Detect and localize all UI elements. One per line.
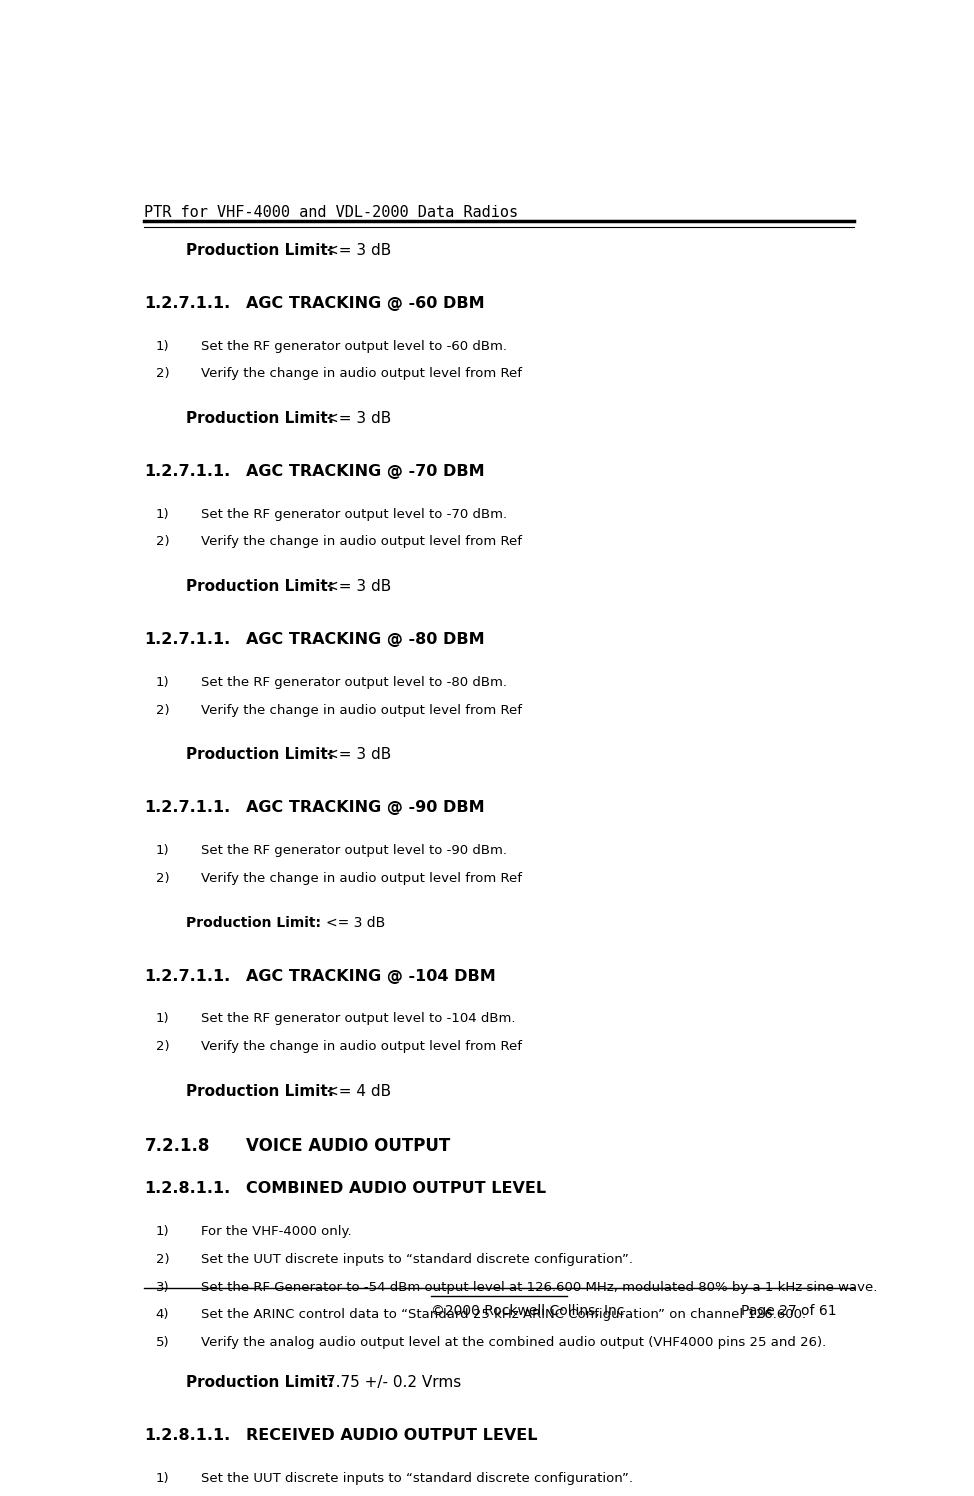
Text: Set the RF generator output level to -104 dBm.: Set the RF generator output level to -10… <box>201 1013 515 1025</box>
Text: Page 27 of 61: Page 27 of 61 <box>740 1305 837 1318</box>
Text: 7.75 +/- 0.2 Vrms: 7.75 +/- 0.2 Vrms <box>325 1375 461 1390</box>
Text: 4): 4) <box>156 1308 169 1321</box>
Text: 2): 2) <box>156 368 169 380</box>
Text: 1.2.7.1.1.: 1.2.7.1.1. <box>144 633 231 648</box>
Text: AGC TRACKING @ -70 DBM: AGC TRACKING @ -70 DBM <box>246 464 485 479</box>
Text: Production Limit:: Production Limit: <box>186 1375 334 1390</box>
Text: 1): 1) <box>156 340 169 353</box>
Text: <= 3 dB: <= 3 dB <box>325 748 391 763</box>
Text: ©2000 Rockwell Collins, Inc: ©2000 Rockwell Collins, Inc <box>431 1305 624 1318</box>
Text: 1.2.8.1.1.: 1.2.8.1.1. <box>144 1182 231 1197</box>
Text: <= 3 dB: <= 3 dB <box>325 242 391 257</box>
Text: AGC TRACKING @ -80 DBM: AGC TRACKING @ -80 DBM <box>246 633 485 648</box>
Text: Verify the change in audio output level from Ref: Verify the change in audio output level … <box>201 368 522 380</box>
Text: 1): 1) <box>156 1472 169 1484</box>
Text: 2): 2) <box>156 1252 169 1266</box>
Text: Production Limit:: Production Limit: <box>186 748 334 763</box>
Text: 1): 1) <box>156 1225 169 1239</box>
Text: Production Limit:: Production Limit: <box>186 242 334 257</box>
Text: 2): 2) <box>156 536 169 549</box>
Text: 1): 1) <box>156 844 169 857</box>
Text: For the VHF-4000 only.: For the VHF-4000 only. <box>201 1225 352 1239</box>
Text: Set the RF generator output level to -70 dBm.: Set the RF generator output level to -70… <box>201 507 507 521</box>
Text: <= 3 dB: <= 3 dB <box>325 411 391 426</box>
Text: 1.2.8.1.1.: 1.2.8.1.1. <box>144 1429 231 1444</box>
Text: Verify the change in audio output level from Ref: Verify the change in audio output level … <box>201 872 522 884</box>
Text: 5): 5) <box>156 1336 169 1349</box>
Text: AGC TRACKING @ -104 DBM: AGC TRACKING @ -104 DBM <box>246 968 496 983</box>
Text: COMBINED AUDIO OUTPUT LEVEL: COMBINED AUDIO OUTPUT LEVEL <box>246 1182 546 1197</box>
Text: 1): 1) <box>156 507 169 521</box>
Text: Set the RF generator output level to -80 dBm.: Set the RF generator output level to -80… <box>201 676 507 690</box>
Text: AGC TRACKING @ -60 DBM: AGC TRACKING @ -60 DBM <box>246 296 485 311</box>
Text: 3): 3) <box>156 1281 169 1294</box>
Text: <= 3 dB: <= 3 dB <box>325 916 385 929</box>
Text: PTR for VHF-4000 and VDL-2000 Data Radios: PTR for VHF-4000 and VDL-2000 Data Radio… <box>144 205 518 220</box>
Text: 1): 1) <box>156 1013 169 1025</box>
Text: 1.2.7.1.1.: 1.2.7.1.1. <box>144 464 231 479</box>
Text: <= 4 dB: <= 4 dB <box>325 1083 391 1098</box>
Text: 1.2.7.1.1.: 1.2.7.1.1. <box>144 296 231 311</box>
Text: Set the ARINC control data to “Standard 25 kHz ARINC Configuration” on channel 1: Set the ARINC control data to “Standard … <box>201 1308 806 1321</box>
Text: AGC TRACKING @ -90 DBM: AGC TRACKING @ -90 DBM <box>246 800 485 815</box>
Text: <= 3 dB: <= 3 dB <box>325 579 391 594</box>
Text: 1.2.7.1.1.: 1.2.7.1.1. <box>144 968 231 983</box>
Text: Production Limit:: Production Limit: <box>186 411 334 426</box>
Text: Set the RF Generator to -54 dBm output level at 126.600 MHz, modulated 80% by a : Set the RF Generator to -54 dBm output l… <box>201 1281 878 1294</box>
Text: RECEIVED AUDIO OUTPUT LEVEL: RECEIVED AUDIO OUTPUT LEVEL <box>246 1429 538 1444</box>
Text: Production Limit:: Production Limit: <box>186 579 334 594</box>
Text: 7.2.1.8: 7.2.1.8 <box>144 1137 209 1155</box>
Text: Verify the change in audio output level from Ref: Verify the change in audio output level … <box>201 703 522 717</box>
Text: Set the RF generator output level to -90 dBm.: Set the RF generator output level to -90… <box>201 844 507 857</box>
Text: Production Limit:: Production Limit: <box>186 916 320 929</box>
Text: 2): 2) <box>156 1040 169 1053</box>
Text: 2): 2) <box>156 703 169 717</box>
Text: 1): 1) <box>156 676 169 690</box>
Text: VOICE AUDIO OUTPUT: VOICE AUDIO OUTPUT <box>246 1137 451 1155</box>
Text: Set the UUT discrete inputs to “standard discrete configuration”.: Set the UUT discrete inputs to “standard… <box>201 1472 633 1484</box>
Text: Verify the change in audio output level from Ref: Verify the change in audio output level … <box>201 1040 522 1053</box>
Text: Set the UUT discrete inputs to “standard discrete configuration”.: Set the UUT discrete inputs to “standard… <box>201 1252 633 1266</box>
Text: Set the RF generator output level to -60 dBm.: Set the RF generator output level to -60… <box>201 340 507 353</box>
Text: Verify the analog audio output level at the combined audio output (VHF4000 pins : Verify the analog audio output level at … <box>201 1336 826 1349</box>
Text: 1.2.7.1.1.: 1.2.7.1.1. <box>144 800 231 815</box>
Text: Production Limit:: Production Limit: <box>186 1083 334 1098</box>
Text: 2): 2) <box>156 872 169 884</box>
Text: Verify the change in audio output level from Ref: Verify the change in audio output level … <box>201 536 522 549</box>
